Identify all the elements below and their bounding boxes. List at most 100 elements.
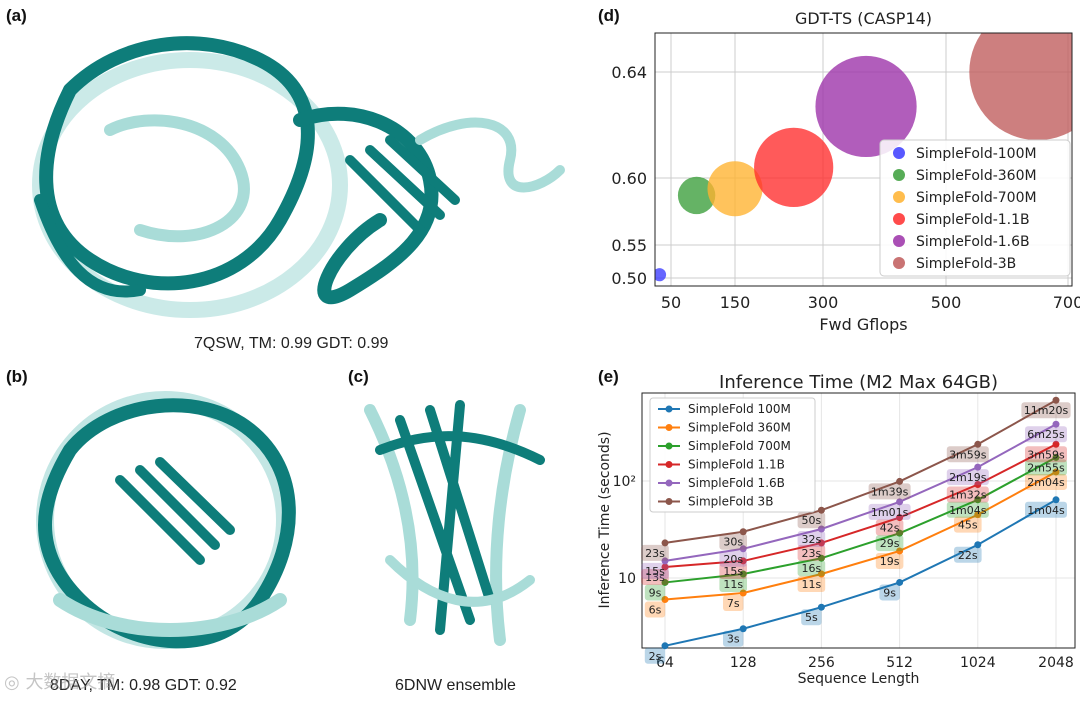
chart-d-title: GDT-TS (CASP14)	[795, 9, 932, 28]
series-line	[664, 423, 1057, 562]
data-label-box	[879, 584, 900, 601]
legend-swatch	[893, 191, 905, 203]
x-tick-label: 1024	[960, 655, 996, 671]
data-point	[817, 506, 825, 514]
bubble-point	[677, 176, 716, 215]
data-label: 15s	[645, 565, 665, 578]
series-line	[664, 471, 1057, 601]
x-tick-label: 50	[661, 293, 681, 312]
data-label-box	[644, 647, 666, 664]
data-point	[896, 578, 904, 586]
panel-a-letter: (a)	[6, 6, 27, 25]
data-label-box	[954, 546, 982, 563]
y-tick-label: 0.60	[611, 169, 647, 188]
data-label-box	[644, 584, 666, 601]
chart-e-frame	[641, 392, 1076, 649]
data-point	[974, 541, 982, 549]
data-point	[896, 529, 904, 537]
data-label-box	[797, 544, 826, 561]
data-label: 13s	[645, 571, 665, 584]
data-point	[974, 481, 982, 489]
legend-marker	[665, 498, 673, 505]
series-line	[664, 456, 1057, 584]
data-label: 3m59s	[1027, 448, 1065, 461]
data-label: 6s	[649, 604, 662, 617]
data-label-box	[719, 550, 747, 567]
data-label: 16s	[802, 562, 822, 575]
legend-marker	[665, 424, 673, 431]
data-label: 5s	[805, 611, 818, 624]
legend-marker	[665, 405, 673, 413]
data-point	[661, 563, 669, 571]
data-point	[817, 525, 825, 533]
data-label-box	[723, 630, 744, 647]
series-line	[664, 498, 1057, 647]
y-tick-label: 10²	[613, 474, 636, 490]
data-point	[974, 463, 982, 471]
data-label: 23s	[645, 547, 665, 560]
data-label-box	[875, 552, 904, 569]
panel-a-caption: 7QSW, TM: 0.99 GDT: 0.99	[194, 335, 389, 352]
y-tick-label: 0.50	[611, 269, 647, 288]
data-point	[974, 496, 982, 504]
data-label: 9s	[883, 586, 896, 599]
y-tick-label: 0.64	[611, 63, 647, 82]
data-label: 11s	[723, 578, 743, 591]
x-tick-label: 64	[656, 655, 674, 671]
data-label: 1m39s	[871, 485, 909, 498]
data-label-box	[797, 560, 826, 577]
data-label-box	[946, 486, 989, 503]
legend-label: SimpleFold-3B	[916, 256, 1016, 272]
data-label-box	[954, 516, 982, 533]
series-line	[664, 443, 1057, 568]
legend-swatch	[893, 147, 905, 159]
data-label: 1m32s	[949, 489, 987, 502]
data-point	[896, 547, 904, 555]
chart-e-xlabel: Sequence Length	[798, 671, 920, 687]
data-label-box	[641, 568, 669, 585]
data-label-box	[723, 595, 744, 612]
data-label-box	[641, 544, 669, 561]
data-point	[661, 642, 669, 650]
legend-label: SimpleFold 1.1B	[688, 458, 785, 472]
data-label-box	[1025, 446, 1067, 463]
legend-swatch	[893, 213, 905, 225]
data-point	[661, 557, 669, 565]
x-tick-label: 2048	[1038, 655, 1074, 671]
data-label-box	[641, 562, 669, 579]
data-label-box	[1025, 501, 1067, 518]
data-point	[1052, 420, 1060, 428]
panel-b-letter: (b)	[6, 367, 28, 386]
data-point	[817, 539, 825, 547]
bubble-point	[815, 55, 917, 158]
legend-marker	[665, 442, 673, 450]
data-label: 2m19s	[949, 471, 987, 484]
data-point	[661, 596, 669, 604]
bubble-point	[707, 161, 763, 217]
data-label: 1m01s	[871, 506, 909, 519]
protein-structure-c	[364, 400, 545, 646]
data-label: 32s	[802, 533, 822, 546]
data-label-box	[868, 483, 911, 500]
data-label: 1m04s	[949, 504, 987, 517]
data-label-box	[875, 519, 904, 536]
data-label-box	[719, 562, 747, 579]
data-label-box	[946, 501, 989, 518]
legend-label: SimpleFold 1.6B	[688, 476, 785, 490]
legend-label: SimpleFold 700M	[688, 439, 791, 453]
data-label: 11s	[802, 578, 822, 591]
data-label: 19s	[880, 555, 900, 568]
data-label: 45s	[958, 519, 978, 532]
data-point	[739, 545, 747, 553]
y-tick-label: 10	[618, 571, 636, 587]
chart-e-ylabel: Inference Time (seconds)	[597, 431, 613, 608]
data-label: 15s	[723, 565, 743, 578]
data-label: 42s	[880, 522, 900, 535]
panel-c-letter: (c)	[348, 367, 369, 386]
data-label: 3s	[727, 633, 740, 646]
y-tick-label: 0.55	[611, 236, 647, 255]
data-point	[739, 528, 747, 536]
bubble-group	[655, 33, 1072, 282]
bubble-point	[655, 268, 667, 282]
data-label: 9s	[649, 586, 662, 599]
